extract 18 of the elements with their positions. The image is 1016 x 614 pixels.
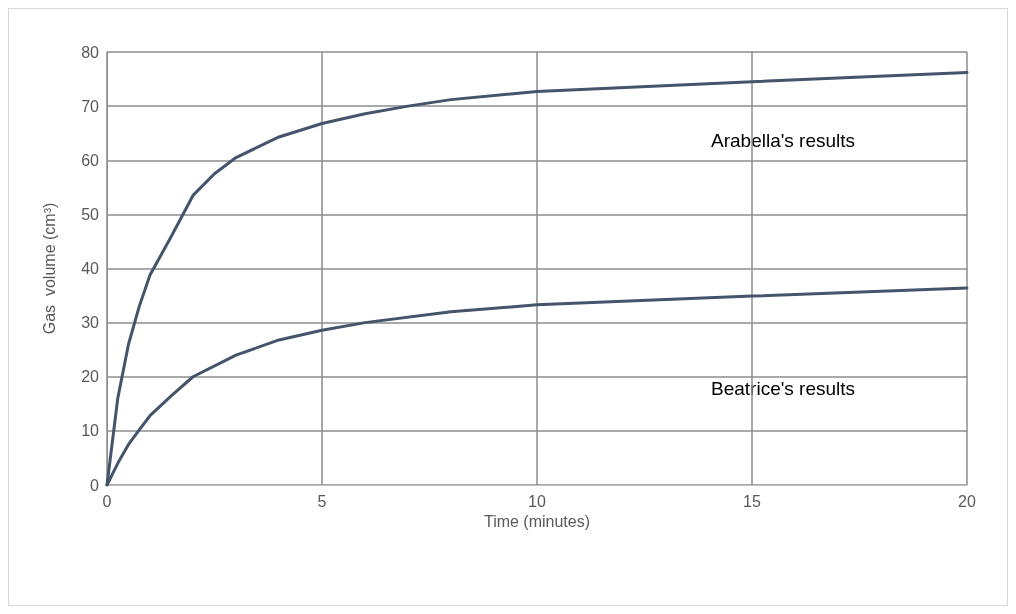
x-tick-label: 0	[102, 492, 112, 510]
y-tick-label: 40	[81, 260, 100, 277]
x-tick-label: 5	[317, 492, 327, 510]
y-tick-label: 70	[81, 97, 100, 115]
y-tick-label: 20	[81, 368, 100, 386]
x-tick-label: 10	[528, 492, 546, 510]
y-tick-label: 50	[81, 205, 100, 223]
y-tick-label: 80	[81, 43, 100, 61]
y-tick-label: 0	[90, 476, 100, 494]
y-tick-label: 10	[81, 422, 100, 440]
y-tick-label: 60	[81, 151, 100, 169]
y-tick-label: 30	[81, 314, 100, 332]
x-tick-label: 15	[743, 492, 761, 510]
x-tick-label: 20	[958, 492, 976, 510]
x-axis-title: Time (minutes)	[483, 513, 591, 531]
annotation: Beatrice's results	[711, 378, 856, 399]
annotation: Arabella's results	[711, 130, 856, 151]
y-axis-title: Gas volume (cm³)	[40, 202, 58, 335]
